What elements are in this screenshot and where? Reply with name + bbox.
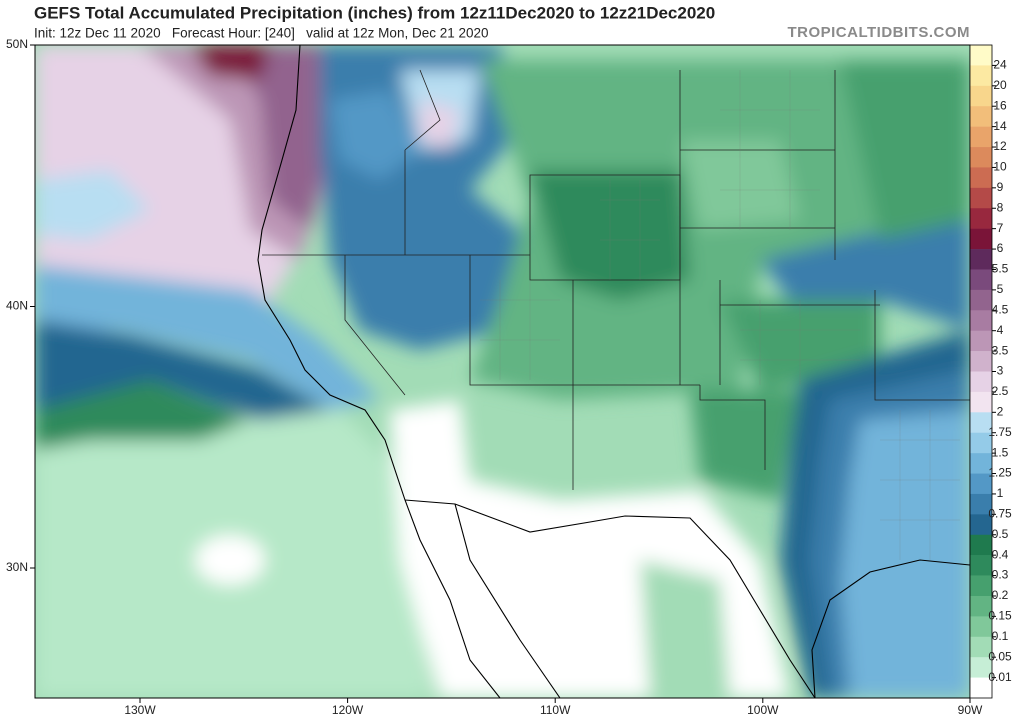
colorbar-cell [970,65,992,87]
colorbar-cell [970,493,992,515]
colorbar-label: 2 [997,404,1004,418]
colorbar-cell [970,126,992,148]
title: GEFS Total Accumulated Precipitation (in… [34,3,715,22]
colorbar-label: 5 [997,282,1004,296]
colorbar-cell [970,636,992,658]
colorbar-cell [970,473,992,495]
colorbar-label: 12 [993,139,1007,153]
axes: 50N 40N 30N 130W 120W 110W 100W 90W [6,37,983,717]
lon-label: 120W [332,703,364,717]
colorbar-cell [970,657,992,678]
lon-label: 130W [124,703,156,717]
colorbar-label: 16 [993,98,1007,112]
colorbar-cell [970,187,992,209]
lat-label: 40N [6,299,28,313]
colorbar-cell [970,330,992,352]
colorbar-cell [970,371,992,393]
colorbar-label: 1.5 [992,445,1009,459]
colorbar-label: 6 [997,241,1004,255]
colorbar-cell [970,269,992,291]
watermark: TROPICALTIDBITS.COM [787,24,970,41]
colorbar-label: 0.75 [988,507,1012,521]
colorbar-cell [970,432,992,454]
colorbar-cell [970,85,992,107]
colorbar: 24 20 16 14 12 10 9 8 7 6 5.5 5 4.5 4 3.5 3 2.5 2 1.75 1.5 1… [969,44,1012,699]
colorbar-cell [970,453,992,474]
colorbar-cell [970,289,992,311]
colorbar-label: 4 [997,323,1004,337]
colorbar-label: 0.4 [992,547,1009,561]
colorbar-label: 1.25 [988,466,1012,480]
colorbar-cell [970,514,992,536]
colorbar-cell [970,595,992,617]
colorbar-label: 0.5 [992,527,1009,541]
colorbar-cell [970,575,992,597]
lat-label: 30N [6,560,28,574]
colorbar-label: 0.15 [988,609,1012,623]
colorbar-label: 0.1 [992,629,1009,643]
colorbar-cell [970,534,992,556]
colorbar-label: 9 [997,180,1004,194]
colorbar-label: 24 [993,58,1007,72]
colorbar-label: 3.5 [992,343,1009,357]
colorbar-cell [970,167,992,189]
colorbar-cell [970,228,992,250]
colorbar-label: 0.2 [992,588,1009,602]
colorbar-label: 10 [993,160,1007,174]
lat-label: 50N [6,37,28,51]
lon-label: 90W [958,703,983,717]
lon-label: 110W [540,703,571,717]
colorbar-label: 8 [997,200,1004,214]
colorbar-label: 14 [993,119,1007,133]
colorbar-cell [970,351,992,372]
colorbar-label: 3 [997,364,1004,378]
colorbar-label: 2.5 [992,384,1009,398]
colorbar-label: 7 [997,221,1004,235]
colorbar-cell [970,391,992,413]
colorbar-label: 0.3 [992,568,1009,582]
colorbar-label: 5.5 [992,262,1009,276]
precip-field [35,45,970,698]
colorbar-label: 1.75 [988,425,1012,439]
colorbar-cell [970,677,992,699]
colorbar-cell [970,106,992,127]
subtitle: Init: 12z Dec 11 2020 Forecast Hour: [24… [34,26,489,41]
colorbar-label: 1 [997,486,1004,500]
colorbar-cell [970,616,992,638]
colorbar-label: 20 [993,78,1007,92]
colorbar-cell [970,147,992,168]
lon-label: 100W [747,703,779,717]
colorbar-label: 0.05 [988,649,1012,663]
colorbar-label: 0.01 [988,670,1012,684]
colorbar-cell [970,555,992,576]
colorbar-label: 4.5 [992,302,1009,316]
colorbar-cell [970,208,992,229]
colorbar-cell [970,249,992,270]
colorbar-cell [970,45,992,66]
colorbar-cell [970,412,992,434]
colorbar-cell [970,310,992,331]
